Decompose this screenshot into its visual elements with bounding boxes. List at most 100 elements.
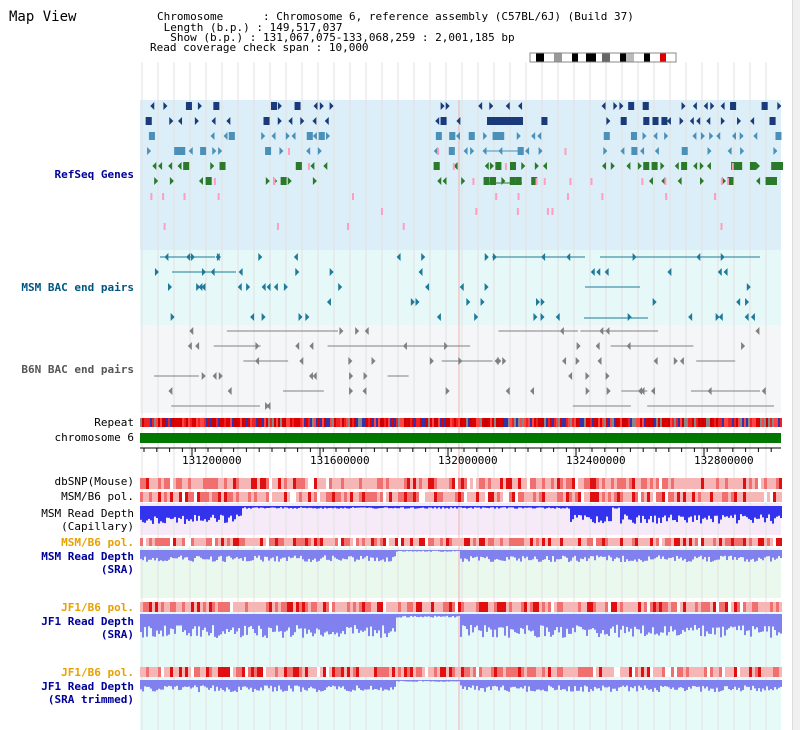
depth-bar [434, 614, 436, 616]
pol-strip-cell [368, 478, 371, 489]
depth-bar [538, 506, 540, 508]
depth-bar [642, 550, 644, 562]
pol-strip-cell [527, 478, 530, 489]
depth-bar [438, 506, 440, 508]
track-label-b6n-bac[interactable]: B6N BAC end pairs [21, 363, 134, 376]
depth-bar [698, 506, 700, 516]
gene-arrow [188, 147, 193, 155]
depth-bar [652, 506, 654, 523]
ruler-tick-label: 131600000 [310, 454, 370, 467]
repeat-segment [718, 418, 720, 427]
depth-bar [626, 614, 628, 627]
bac-end [640, 387, 645, 395]
depth-bar [582, 550, 584, 560]
pol-strip-cell [311, 602, 314, 612]
depth-bar [384, 550, 386, 562]
depth-bar [584, 614, 586, 630]
pol-strip-cell [449, 667, 452, 677]
pol-strip-cell [395, 602, 398, 612]
depth-bar [468, 680, 470, 688]
repeat-segment [514, 418, 516, 427]
vertical-scrollbar[interactable] [792, 0, 800, 730]
depth-bar [774, 550, 776, 560]
bac-end [189, 327, 194, 335]
pol-strip-cell [629, 478, 632, 489]
depth-bar [216, 550, 218, 560]
repeat-segment [760, 418, 762, 427]
depth-bar [340, 614, 342, 634]
pol-strip-cell [272, 492, 275, 502]
pol-strip-cell [578, 492, 581, 502]
pol-strip-cell [755, 538, 758, 546]
gene-arrow [720, 117, 725, 125]
depth-bar [426, 614, 428, 617]
depth-bar [520, 614, 522, 628]
gene-arrow [707, 147, 712, 155]
depth-bar [712, 680, 714, 689]
repeat-segment [414, 418, 416, 427]
depth-bar [474, 506, 476, 508]
pol-strip-cell [506, 602, 509, 612]
depth-bar [410, 680, 412, 682]
pol-strip-cell [392, 602, 395, 612]
pol-strip-cell [419, 492, 422, 502]
bac-end [210, 268, 215, 276]
pol-strip-cell [434, 667, 437, 677]
pol-strip-cell [674, 478, 677, 489]
snp-tick [351, 193, 354, 200]
depth-bar [370, 550, 372, 558]
pol-strip-cell [614, 492, 617, 502]
coverage-value: : 10,000 [315, 41, 369, 54]
depth-bar [256, 506, 258, 508]
depth-bar [556, 680, 558, 690]
depth-bar [560, 680, 562, 690]
pol-strip-cell [362, 538, 365, 546]
pol-strip-cell [254, 538, 257, 546]
pol-strip-cell [773, 478, 776, 489]
depth-bar [684, 680, 686, 692]
repeat-segment [372, 418, 374, 427]
snp-tick [273, 178, 276, 185]
pol-strip-cell [389, 538, 392, 546]
depth-bar [502, 680, 504, 686]
pol-strip-cell [341, 478, 344, 489]
repeat-segment [634, 418, 636, 427]
track-label-refseq[interactable]: RefSeq Genes [54, 168, 134, 181]
pol-strip-cell [227, 667, 230, 677]
depth-bar [776, 506, 778, 517]
depth-bar [198, 550, 200, 557]
pol-strip-cell [335, 538, 338, 546]
map-view-title: Map View [9, 9, 77, 25]
depth-bar [652, 680, 654, 692]
repeat-segment [358, 418, 360, 427]
pol-strip-cell [524, 478, 527, 489]
depth-bar [506, 680, 508, 691]
depth-bar [534, 614, 536, 636]
depth-bar [198, 506, 200, 516]
snp-tick [287, 148, 290, 155]
pol-strip-cell [614, 478, 617, 489]
repeat-segment [232, 418, 234, 427]
bac-end [195, 342, 200, 350]
pol-strip-cell [431, 667, 434, 677]
depth-bar [570, 506, 572, 522]
track-label-msm-bac[interactable]: MSM BAC end pairs [21, 281, 134, 294]
depth-bar [738, 680, 740, 688]
pol-strip-cell [584, 492, 587, 502]
depth-bar [290, 550, 292, 559]
repeat-segment [616, 418, 618, 427]
gene-exon [174, 147, 181, 155]
depth-bar [760, 506, 762, 515]
repeat-segment [420, 418, 422, 427]
snp-tick [546, 208, 549, 215]
depth-bar [148, 506, 150, 519]
depth-bar [206, 614, 208, 632]
repeat-segment [220, 418, 222, 427]
depth-bar [596, 680, 598, 689]
pol-strip-cell [206, 478, 209, 489]
depth-bar [170, 614, 172, 629]
pol-strip-cell [356, 602, 359, 612]
pol-strip-cell [374, 667, 377, 677]
pol-strip-cell [356, 492, 359, 502]
